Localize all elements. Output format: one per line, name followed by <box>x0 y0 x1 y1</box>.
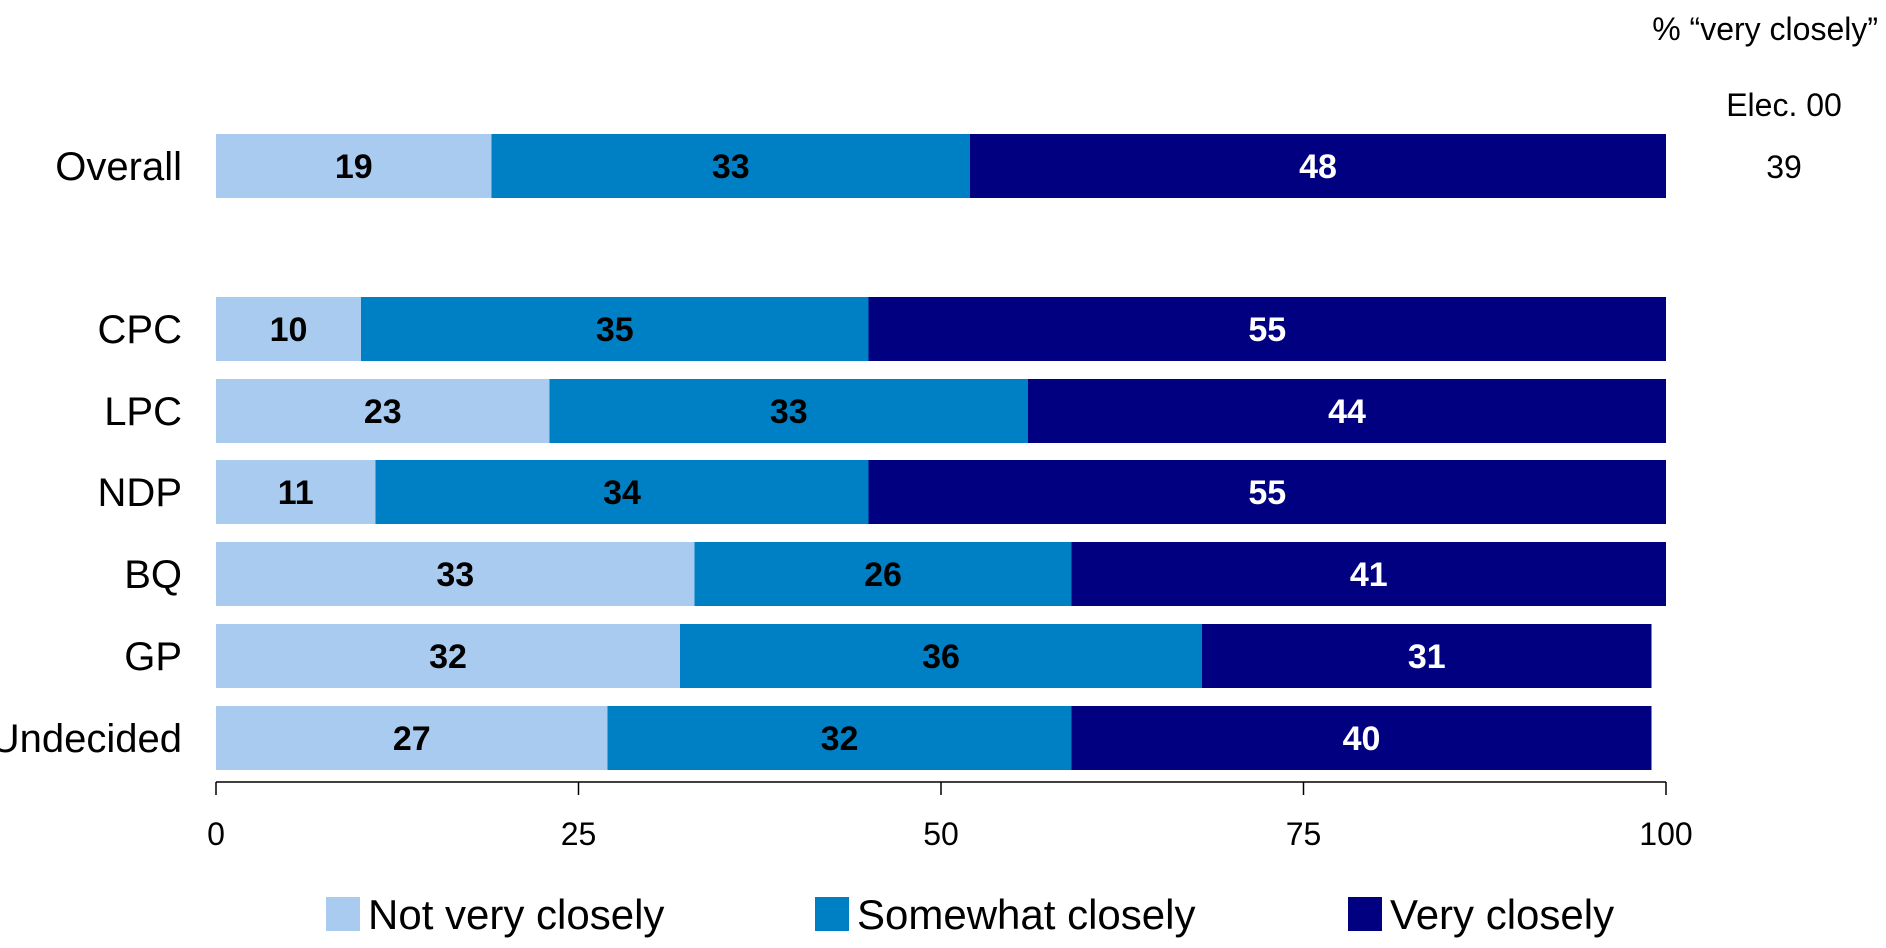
bar-lpc-not-very-closely <box>216 379 550 443</box>
x-tick-label-100: 100 <box>1639 816 1692 852</box>
bar-row-undecided: 27 32 40 <box>216 706 1652 770</box>
data-label-lpc-not-very-closely: 23 <box>364 393 402 431</box>
x-tick-label-50: 50 <box>923 816 959 852</box>
side-column-header: % “very closely” <box>1652 11 1878 47</box>
category-label-lpc: LPC <box>104 390 182 434</box>
bar-cpc-somewhat-closely <box>361 297 869 361</box>
bar-row-lpc: 23 33 44 <box>216 379 1666 443</box>
data-label-overall-somewhat-closely: 33 <box>712 148 750 186</box>
data-label-cpc-not-very-closely: 10 <box>270 311 308 349</box>
bar-row-overall: 19 33 48 <box>216 134 1666 198</box>
bar-lpc-very-closely <box>1028 379 1666 443</box>
bar-ndp-somewhat-closely <box>375 460 869 524</box>
category-labels: Overall CPC LPC NDP BQ GP Undecided <box>0 145 182 761</box>
category-label-gp: GP <box>124 635 182 679</box>
bar-row-cpc: 10 35 55 <box>216 297 1666 361</box>
legend-label-somewhat-closely: Somewhat closely <box>857 891 1195 938</box>
legend-swatch-very-closely <box>1348 897 1382 931</box>
category-label-overall: Overall <box>55 145 182 189</box>
bar-cpc-not-very-closely <box>216 297 361 361</box>
bar-undecided-very-closely <box>1071 706 1652 770</box>
bar-bq-very-closely <box>1071 542 1666 606</box>
bar-undecided-not-very-closely <box>216 706 608 770</box>
data-label-overall-not-very-closely: 19 <box>335 148 373 186</box>
category-label-cpc: CPC <box>98 308 182 352</box>
bar-gp-very-closely <box>1202 624 1652 688</box>
data-label-overall-very-closely: 48 <box>1299 148 1337 186</box>
bar-overall-not-very-closely <box>216 134 492 198</box>
legend-item-not-very-closely: Not very closely <box>326 891 664 938</box>
side-column: % “very closely” Elec. 00 39 <box>1652 11 1878 185</box>
bar-row-ndp: 11 34 55 <box>216 460 1666 524</box>
data-label-ndp-very-closely: 55 <box>1248 474 1286 512</box>
bar-row-gp: 32 36 31 <box>216 624 1652 688</box>
category-label-undecided: Undecided <box>0 717 182 761</box>
legend-swatch-not-very-closely <box>326 897 360 931</box>
legend-label-very-closely: Very closely <box>1390 891 1614 938</box>
data-label-gp-very-closely: 31 <box>1408 638 1446 676</box>
data-label-undecided-not-very-closely: 27 <box>393 720 431 758</box>
data-label-cpc-somewhat-closely: 35 <box>596 311 634 349</box>
data-label-bq-very-closely: 41 <box>1350 556 1388 594</box>
legend-swatch-somewhat-closely <box>815 897 849 931</box>
bar-overall-somewhat-closely <box>491 134 970 198</box>
data-label-bq-somewhat-closely: 26 <box>864 556 902 594</box>
data-label-undecided-somewhat-closely: 32 <box>821 720 859 758</box>
data-label-gp-not-very-closely: 32 <box>429 638 467 676</box>
x-tick-label-25: 25 <box>561 816 597 852</box>
bar-ndp-not-very-closely <box>216 460 376 524</box>
bar-overall-very-closely <box>970 134 1666 198</box>
bar-bq-not-very-closely <box>216 542 695 606</box>
data-label-ndp-not-very-closely: 11 <box>278 474 314 512</box>
category-label-bq: BQ <box>124 553 182 597</box>
legend-item-somewhat-closely: Somewhat closely <box>815 891 1195 938</box>
side-column-subheader: Elec. 00 <box>1726 87 1842 123</box>
data-label-gp-somewhat-closely: 36 <box>922 638 960 676</box>
data-label-undecided-very-closely: 40 <box>1343 720 1381 758</box>
bar-lpc-somewhat-closely <box>549 379 1028 443</box>
data-label-cpc-very-closely: 55 <box>1248 311 1286 349</box>
data-label-lpc-somewhat-closely: 33 <box>770 393 808 431</box>
bar-row-bq: 33 26 41 <box>216 542 1666 606</box>
side-column-value-overall: 39 <box>1766 149 1802 185</box>
x-tick-label-0: 0 <box>207 816 225 852</box>
bar-bq-somewhat-closely <box>694 542 1072 606</box>
bars: 19 33 48 10 35 55 23 33 44 11 34 55 33 26 41 32 36 31 27 32… <box>216 134 1666 770</box>
data-label-ndp-somewhat-closely: 34 <box>603 474 641 512</box>
x-axis: 0 25 50 75 100 <box>207 781 1693 852</box>
legend-item-very-closely: Very closely <box>1348 891 1614 938</box>
bar-cpc-very-closely <box>868 297 1666 361</box>
legend: Not very closely Somewhat closely Very clo… <box>326 891 1614 938</box>
legend-label-not-very-closely: Not very closely <box>368 891 664 938</box>
bar-gp-not-very-closely <box>216 624 680 688</box>
bar-gp-somewhat-closely <box>680 624 1202 688</box>
bar-undecided-somewhat-closely <box>607 706 1072 770</box>
bar-ndp-very-closely <box>868 460 1666 524</box>
data-label-lpc-very-closely: 44 <box>1328 393 1366 431</box>
data-label-bq-not-very-closely: 33 <box>436 556 474 594</box>
x-tick-label-75: 75 <box>1286 816 1322 852</box>
category-label-ndp: NDP <box>98 471 182 515</box>
